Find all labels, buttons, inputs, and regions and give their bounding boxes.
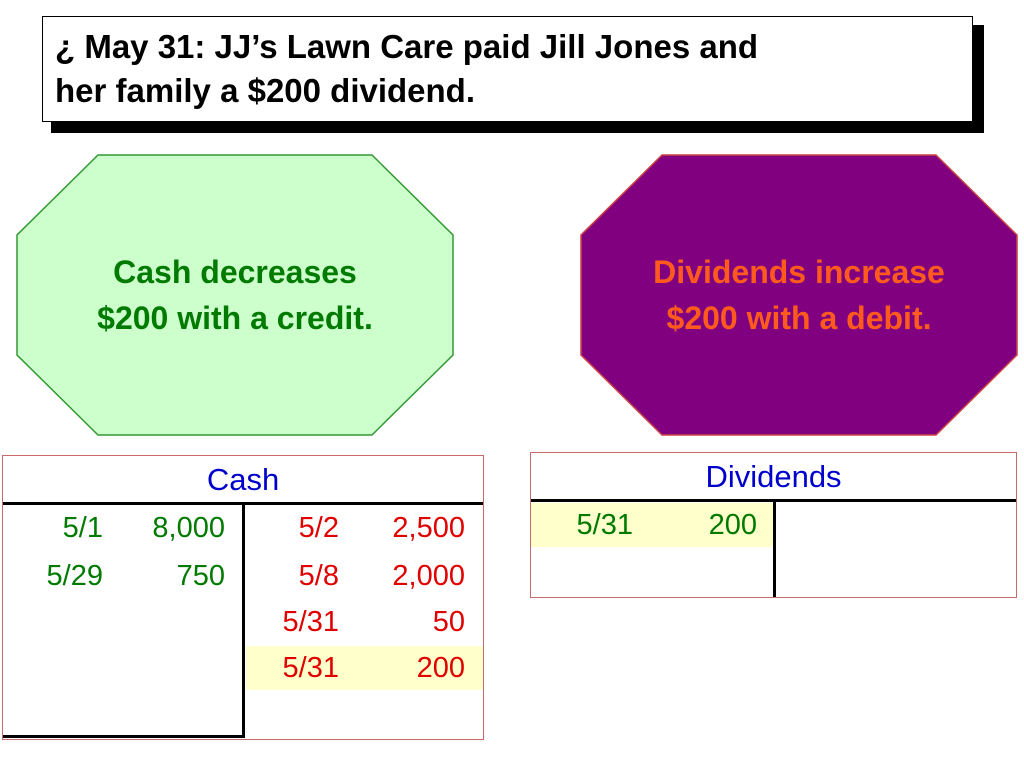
cash-octagon-shape (16, 154, 454, 436)
cash-octagon-line-1: Cash decreases (113, 254, 357, 290)
dividends-highlight-row (531, 503, 774, 547)
cash-t-bottom-line (3, 735, 245, 738)
title-line-1: ¿ May 31: JJ’s Lawn Care paid Jill Jones… (55, 28, 759, 65)
cash-credit-date: 5/31 (282, 652, 339, 684)
cash-highlight-row (246, 646, 483, 690)
dividends-octagon-line-2: $200 with a debit. (666, 300, 932, 336)
cash-debit-date: 5/1 (62, 512, 103, 544)
cash-t-vertical-line (242, 502, 245, 738)
cash-octagon-line-2: $200 with a credit. (97, 300, 373, 336)
cash-credit-date: 5/31 (282, 606, 339, 638)
cash-credit-amount: 2,500 (392, 512, 465, 544)
cash-debit-date: 5/29 (46, 560, 103, 592)
cash-account-title: Cash (206, 462, 280, 497)
cash-octagon-text: Cash decreases $200 with a credit. (97, 249, 373, 341)
title-box: ¿ May 31: JJ’s Lawn Care paid Jill Jones… (42, 16, 973, 122)
cash-credit-amount: 50 (432, 606, 465, 638)
cash-credit-amount: 200 (416, 652, 465, 684)
cash-octagon: Cash decreases $200 with a credit. (16, 154, 454, 436)
dividends-t-account: Dividends 5/31 200 (530, 452, 1017, 598)
title-line-2: her family a $200 dividend. (55, 72, 476, 109)
dividends-octagon-line-1: Dividends increase (653, 254, 945, 290)
cash-credit-date: 5/2 (298, 512, 339, 544)
dividends-octagon-text: Dividends increase $200 with a debit. (653, 249, 945, 341)
dividends-t-vertical-line (773, 499, 776, 597)
dividends-account-title: Dividends (705, 459, 842, 494)
cash-credit-amount: 2,000 (392, 560, 465, 592)
cash-t-account: Cash 5/1 8,000 5/29 750 5/2 2,500 5/8 2,… (2, 455, 484, 740)
cash-credit-date: 5/8 (298, 560, 339, 592)
dividends-octagon: Dividends increase $200 with a debit. (580, 154, 1018, 436)
cash-debit-amount: 8,000 (152, 512, 225, 544)
dividends-octagon-shape (580, 154, 1018, 436)
dividends-debit-date: 5/31 (576, 509, 633, 541)
dividends-debit-amount: 200 (708, 509, 757, 541)
cash-debit-amount: 750 (176, 560, 225, 592)
